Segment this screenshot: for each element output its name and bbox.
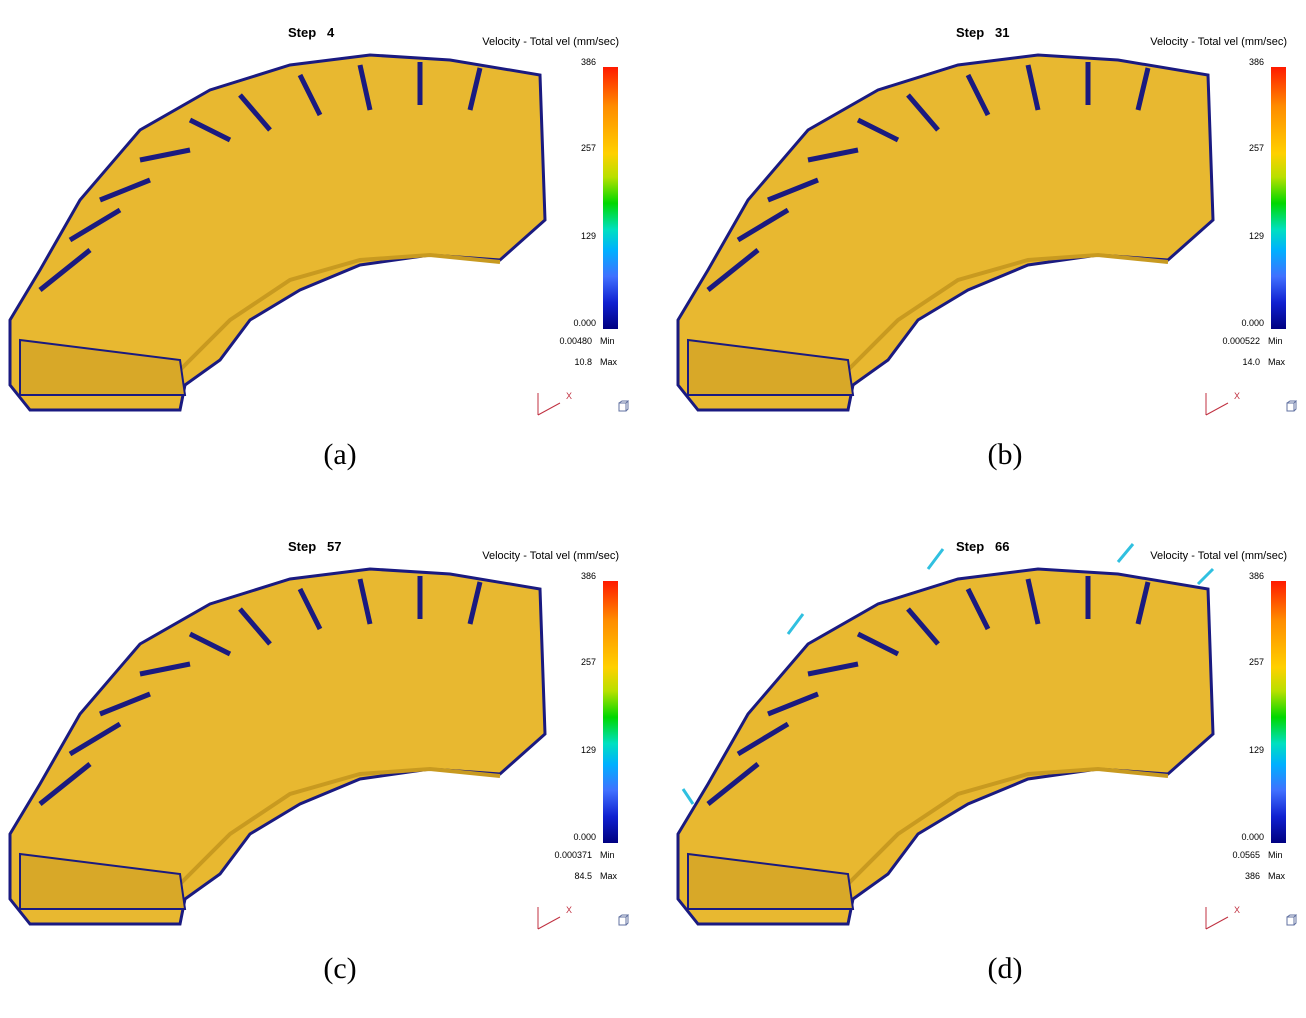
view-cube-icon [1286,914,1297,926]
view-cube-icon [618,400,629,412]
axis-label: X [1234,391,1240,401]
color-scale-bar [1271,581,1286,843]
min-value: 0.000371 [554,850,592,860]
color-scale-bar [603,581,618,843]
tick-max: 386 [580,57,596,67]
min-label: Min [600,850,615,860]
min-value: 0.00480 [559,336,592,346]
forging-model [8,567,547,926]
tick-129: 129 [580,231,596,241]
max-label: Max [600,357,618,367]
caption: (a) [323,438,357,471]
tick-257: 257 [580,657,596,667]
max-value: 10.8 [574,357,592,367]
tick-129: 129 [580,745,596,755]
forging-model [676,53,1215,412]
max-label: Max [600,871,618,881]
axis-label: X [566,391,572,401]
legend-title: Velocity - Total vel (mm/sec) [482,36,619,48]
min-value: 0.0565 [1232,850,1260,860]
max-value: 386 [1244,871,1260,881]
axis-triad-icon: X [537,905,572,930]
max-label: Max [1268,871,1286,881]
max-label: Max [1268,357,1286,367]
min-label: Min [1268,850,1283,860]
step-label: Step 66 [956,539,1010,554]
axis-label: X [566,905,572,915]
panel-a: Step 4 Velocity - Total vel (mm/sec) 386… [0,0,653,504]
view-cube-icon [1286,400,1297,412]
max-value: 84.5 [574,871,592,881]
tick-max: 386 [1248,571,1264,581]
min-label: Min [600,336,615,346]
panel-c: Step 57 Velocity - Total vel (mm/sec) 38… [0,514,653,1018]
legend-title: Velocity - Total vel (mm/sec) [1150,36,1287,48]
legend-title: Velocity - Total vel (mm/sec) [1150,550,1287,562]
tick-zero: 0.000 [1241,318,1264,328]
caption: (d) [987,952,1023,985]
max-value: 14.0 [1242,357,1260,367]
axis-triad-icon: X [1205,391,1240,416]
view-cube-icon [618,914,629,926]
forging-model [676,543,1215,926]
step-label: Step 4 [288,25,335,40]
step-label: Step 57 [288,539,342,554]
min-value: 0.000522 [1222,336,1260,346]
forging-model [8,53,547,412]
tick-257: 257 [580,143,596,153]
panel-d: Step 66 Velocity - Total vel (mm/sec) 38… [668,514,1306,1018]
tick-max: 386 [1248,57,1264,67]
axis-label: X [1234,905,1240,915]
tick-max: 386 [580,571,596,581]
caption: (c) [323,952,357,985]
step-label: Step 31 [956,25,1010,40]
caption: (b) [987,438,1023,471]
min-label: Min [1268,336,1283,346]
tick-257: 257 [1248,143,1264,153]
axis-triad-icon: X [537,391,572,416]
tick-257: 257 [1248,657,1264,667]
tick-zero: 0.000 [573,832,596,842]
panel-b: Step 31 Velocity - Total vel (mm/sec) 38… [668,0,1306,504]
axis-triad-icon: X [1205,905,1240,930]
tick-129: 129 [1248,745,1264,755]
legend-title: Velocity - Total vel (mm/sec) [482,550,619,562]
tick-zero: 0.000 [573,318,596,328]
tick-zero: 0.000 [1241,832,1264,842]
color-scale-bar [1271,67,1286,329]
tick-129: 129 [1248,231,1264,241]
color-scale-bar [603,67,618,329]
